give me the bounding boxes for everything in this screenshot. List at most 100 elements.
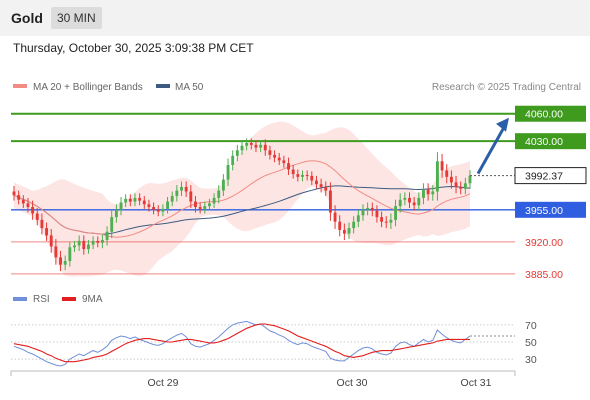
candle-body xyxy=(105,231,109,240)
rsi-legend-swatch xyxy=(13,297,27,301)
candle-body xyxy=(296,174,300,177)
time-axis-label: Oct 29 xyxy=(148,377,179,389)
candle-body xyxy=(249,143,253,145)
moving-averages xyxy=(13,160,471,238)
level-label-box-3955.00 xyxy=(515,201,586,218)
candle-body xyxy=(68,247,72,262)
candle-body xyxy=(59,257,62,265)
rsi-panel: 70 50 30 xyxy=(11,320,537,367)
level-label-3920.00: 3920.00 xyxy=(525,237,563,249)
candle-body xyxy=(356,215,360,222)
time-axis: Oct 29 Oct 30 Oct 31 xyxy=(10,370,516,389)
symbol-title: Gold xyxy=(11,10,43,26)
rsi-tick-label: 50 xyxy=(525,337,537,349)
candle-body xyxy=(114,209,118,218)
candle-body xyxy=(91,240,95,245)
candle-body xyxy=(96,240,100,243)
candle-body xyxy=(328,190,332,213)
candle-body xyxy=(175,190,179,197)
candle-body xyxy=(203,206,207,209)
candle-body xyxy=(417,197,421,206)
candle-body xyxy=(133,197,137,202)
candle-body xyxy=(124,198,128,203)
candle-body xyxy=(352,221,356,229)
candle-body xyxy=(408,197,411,203)
candle-body xyxy=(49,235,53,247)
forecast-arrow-head xyxy=(496,117,509,132)
candle-body xyxy=(235,150,239,156)
candle-body xyxy=(110,217,114,232)
candle-body xyxy=(449,176,453,183)
candle-body xyxy=(63,261,67,265)
candle-body xyxy=(463,183,467,189)
time-axis-label: Oct 30 xyxy=(337,377,368,389)
candle-body xyxy=(301,175,304,177)
rsi-line xyxy=(13,320,471,367)
forecast-arrow-shaft xyxy=(476,122,508,175)
bollinger-bands xyxy=(14,121,470,277)
level-label-4030.00: 4030.00 xyxy=(525,136,563,148)
candle-body xyxy=(254,144,258,148)
candle-body xyxy=(128,198,132,202)
candle-body xyxy=(333,212,337,222)
candle-body xyxy=(217,190,221,198)
candle-body xyxy=(282,160,286,164)
candle-body xyxy=(180,186,183,191)
candle-body xyxy=(468,175,472,184)
candle-body xyxy=(426,189,430,195)
candle-body xyxy=(347,228,351,234)
candle-body xyxy=(245,143,249,146)
candle-body xyxy=(445,170,449,177)
level-label-4060.00: 4060.00 xyxy=(525,109,563,121)
level-label-box-4060.00 xyxy=(515,105,586,122)
candle-body xyxy=(319,184,323,187)
candle-body xyxy=(263,144,267,151)
candle-body xyxy=(342,229,346,234)
candle-body xyxy=(184,186,188,192)
candle-body xyxy=(403,197,407,200)
candle-body xyxy=(207,203,211,207)
candle-body xyxy=(119,202,123,210)
candle-body xyxy=(194,201,197,208)
candle-body xyxy=(26,203,30,208)
candle-body xyxy=(305,175,309,177)
candle-body xyxy=(31,207,35,214)
timeframe-button[interactable]: 30 MIN xyxy=(51,7,102,29)
candle-body xyxy=(221,179,225,191)
level-label-box-4030.00 xyxy=(515,133,586,150)
candle-body xyxy=(370,207,374,211)
candle-body xyxy=(389,219,393,223)
candle-body xyxy=(21,199,25,204)
chart-datetime: Thursday, October 30, 2025 3:09:38 PM CE… xyxy=(13,41,254,55)
ma50-legend-label: MA 50 xyxy=(175,82,204,93)
candle-body xyxy=(166,201,169,209)
candle-body xyxy=(231,155,235,165)
rsi-ma9-line xyxy=(13,323,470,363)
candle-body xyxy=(226,164,230,180)
research-credit: Research © 2025 Trading Central xyxy=(432,82,581,93)
ma20-line xyxy=(13,160,471,238)
candle-body xyxy=(375,210,379,218)
candle-body xyxy=(259,144,263,148)
candle-body xyxy=(12,191,16,196)
level-label-3955.00: 3955.00 xyxy=(525,205,563,217)
candle-body xyxy=(147,204,151,208)
candle-body xyxy=(152,207,156,210)
candle-body xyxy=(384,221,388,223)
candle-body xyxy=(170,196,174,202)
candle-body xyxy=(287,163,290,170)
level-label-3885.00: 3885.00 xyxy=(525,269,563,281)
candle-body xyxy=(189,191,193,202)
candle-body xyxy=(315,180,318,185)
candle-body xyxy=(45,228,49,236)
candle-body xyxy=(138,197,142,201)
last-price-box xyxy=(514,167,587,185)
candle-body xyxy=(268,150,272,155)
candle-body xyxy=(361,209,365,216)
candle-body xyxy=(380,217,384,222)
last-price-label: 3992.37 xyxy=(525,171,563,183)
candle-body xyxy=(161,208,165,212)
candle-body xyxy=(100,239,104,243)
candle-body xyxy=(77,240,81,246)
ma20-legend-swatch xyxy=(13,84,27,88)
